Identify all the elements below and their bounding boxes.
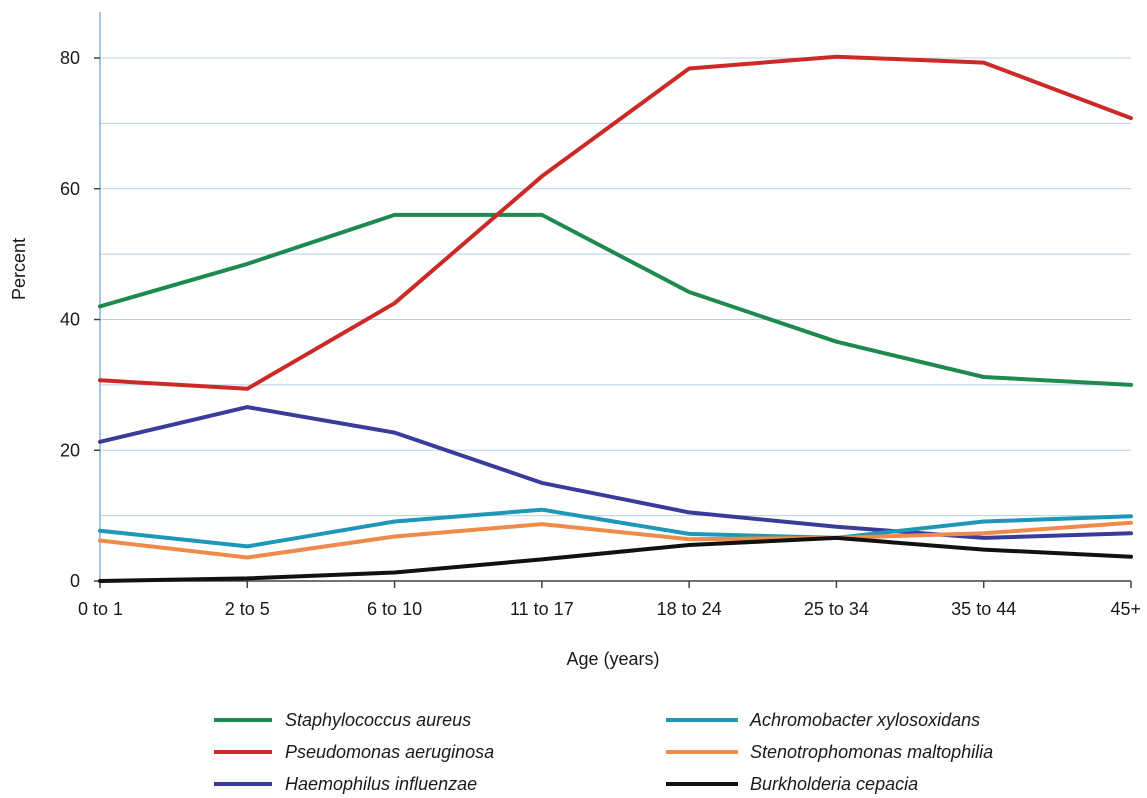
y-tick-label: 0 xyxy=(70,571,80,591)
x-axis-title: Age (years) xyxy=(566,649,659,669)
y-tick-label: 20 xyxy=(60,440,80,460)
x-tick-label: 35 to 44 xyxy=(951,599,1016,619)
x-tick-label: 0 to 1 xyxy=(78,599,123,619)
y-tick-label: 60 xyxy=(60,179,80,199)
x-tick-label: 2 to 5 xyxy=(225,599,270,619)
x-tick-label: 11 to 17 xyxy=(510,599,574,619)
series-lines xyxy=(98,54,1133,583)
legend-label: Burkholderia cepacia xyxy=(750,774,918,794)
x-tick-label: 18 to 24 xyxy=(657,599,722,619)
y-axis-title: Percent xyxy=(9,238,29,300)
series-line xyxy=(98,520,1133,560)
legend-label: Stenotrophomonas maltophilia xyxy=(750,742,993,762)
y-tick-label: 80 xyxy=(60,48,80,68)
legend-label: Achromobacter xylosoxidans xyxy=(749,710,980,730)
grid-lines xyxy=(100,57,1131,517)
legend-label: Haemophilus influenzae xyxy=(285,774,477,794)
x-tick-label: 6 to 10 xyxy=(367,599,422,619)
x-tick-label: 45+ xyxy=(1110,599,1141,619)
series-line xyxy=(98,535,1133,583)
x-tick-labels: 0 to 1 2 to 5 6 to 10 11 to 17 18 to 24 25 to… xyxy=(78,599,1141,619)
x-tick-label: 25 to 34 xyxy=(804,599,869,619)
series-line xyxy=(98,507,1133,549)
series-line xyxy=(98,405,1133,540)
y-tick-label: 40 xyxy=(60,310,80,330)
series-line xyxy=(98,54,1133,391)
y-tick-labels: 0 20 40 60 80 xyxy=(60,48,80,591)
axes xyxy=(94,12,1132,588)
series-line xyxy=(98,212,1133,387)
legend-label: Pseudomonas aeruginosa xyxy=(285,742,494,762)
legend: Staphylococcus aureus Pseudomonas aerugin… xyxy=(214,710,993,794)
legend-label: Staphylococcus aureus xyxy=(285,710,471,730)
